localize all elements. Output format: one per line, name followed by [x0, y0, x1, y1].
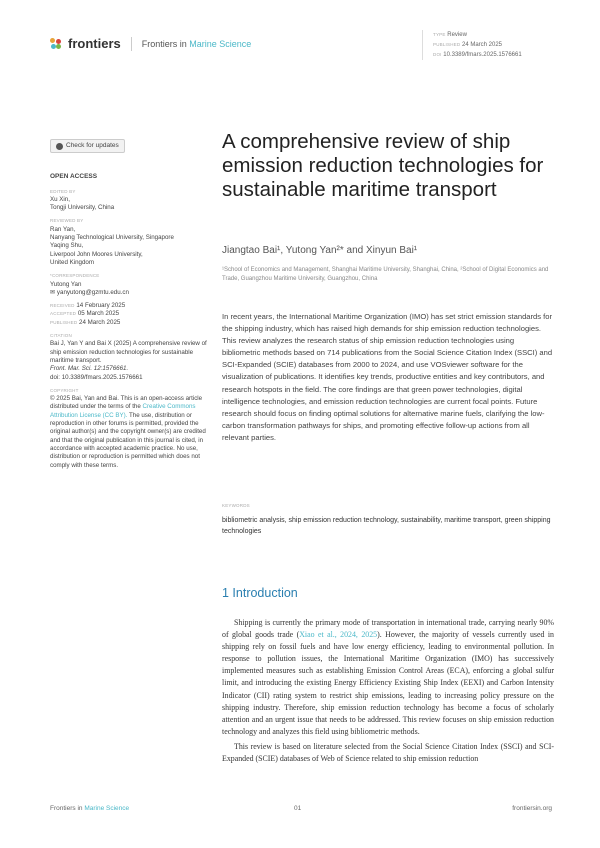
article-meta: TYPE Review PUBLISHED 24 March 2025 DOI …: [422, 30, 522, 60]
email-icon: ✉: [50, 288, 56, 296]
email-link[interactable]: yanyutong@gzmtu.edu.cn: [56, 288, 129, 296]
license-link[interactable]: Creative Commons Attribution License (CC…: [50, 403, 196, 419]
citation-link[interactable]: Xiao et al., 2024, 2025: [299, 630, 378, 640]
abstract: In recent years, the International Marit…: [222, 312, 553, 442]
sidebar: Check for updates OPEN ACCESS EDITED BY X…: [50, 139, 212, 475]
body-text: Shipping is currently the primary mode o…: [222, 618, 555, 764]
authors: Jiangtao Bai¹, Yutong Yan²* and Xinyun B…: [222, 245, 418, 256]
divider: [130, 36, 132, 51]
reviewed-by: REVIEWED BY Ran Yan, Nanyang Technological…: [50, 218, 174, 266]
page-number: 01: [294, 805, 302, 812]
doi-link[interactable]: 10.3389/fmars.2025.1576661: [443, 52, 522, 58]
keywords: bibliometric analysis, ship emission red…: [222, 517, 551, 535]
keywords-label: KEYWORDS: [222, 503, 250, 508]
copyright: COPYRIGHT © 2025 Bai, Yan and Bai. This i…: [50, 387, 206, 469]
header-logo: frontiers Frontiers in Marine Science: [50, 36, 251, 51]
dates: RECEIVED 14 February 2025 ACCEPTED 05 Ma…: [50, 302, 126, 326]
section-heading: 1 Introduction: [222, 586, 298, 600]
check-updates-button[interactable]: Check for updates: [50, 139, 125, 154]
journal-name: Frontiers in Marine Science: [141, 38, 252, 49]
footer-site-link[interactable]: frontiersin.org: [512, 805, 552, 812]
article-title: A comprehensive review of ship emission …: [222, 130, 544, 201]
update-icon: [56, 142, 63, 150]
edited-by: EDITED BY Xu Xin, Tongji University, China: [50, 188, 115, 212]
frontiers-logo-icon: [50, 37, 62, 50]
footer-journal: Frontiers in Marine Science: [50, 805, 130, 812]
citation: CITATION Bai J, Yan Y and Bai X (2025) A …: [50, 333, 207, 381]
affiliations: ¹School of Economics and Management, Sha…: [222, 267, 549, 282]
correspondence: *CORRESPONDENCE Yutong Yan ✉ yanyutong@gzm…: [50, 273, 129, 296]
brand-name: frontiers: [68, 36, 121, 51]
open-access-label: OPEN ACCESS: [50, 173, 98, 181]
